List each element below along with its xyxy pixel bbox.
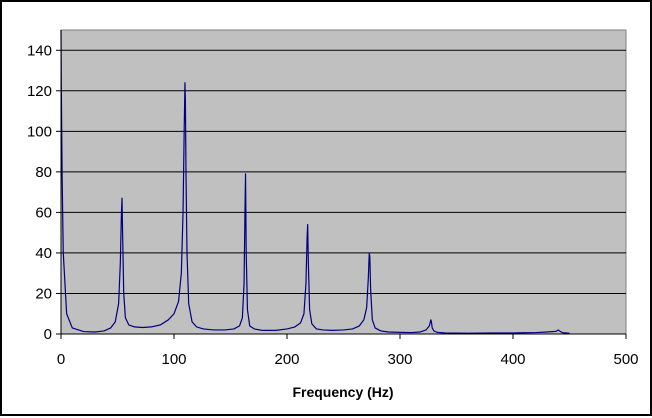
x-axis-title: Frequency (Hz)	[292, 384, 393, 400]
y-tick-label-120: 120	[27, 83, 52, 100]
series-line-0	[60, 29, 570, 334]
plot-area	[60, 29, 627, 335]
y-tick-label-0: 0	[44, 326, 52, 343]
y-tick-label-40: 40	[35, 245, 52, 262]
x-tick-label-200: 200	[274, 351, 299, 368]
x-tick-label-0: 0	[57, 351, 65, 368]
y-tick-label-20: 20	[35, 285, 52, 302]
y-tick-label-60: 60	[35, 204, 52, 221]
gridlines	[61, 49, 626, 294]
tick-labels: 0 20 40 60 80 100 120 140 0 100 200 300 400 500	[27, 42, 639, 368]
tick-marks	[56, 49, 627, 339]
series-group	[60, 29, 570, 334]
y-tick-label-100: 100	[27, 123, 52, 140]
y-tick-label-80: 80	[35, 164, 52, 181]
axes	[60, 30, 626, 335]
x-tick-label-100: 100	[161, 351, 186, 368]
x-tick-label-500: 500	[613, 351, 638, 368]
x-tick-label-400: 400	[500, 351, 525, 368]
x-tick-label-300: 300	[387, 351, 412, 368]
y-tick-label-140: 140	[27, 42, 52, 59]
